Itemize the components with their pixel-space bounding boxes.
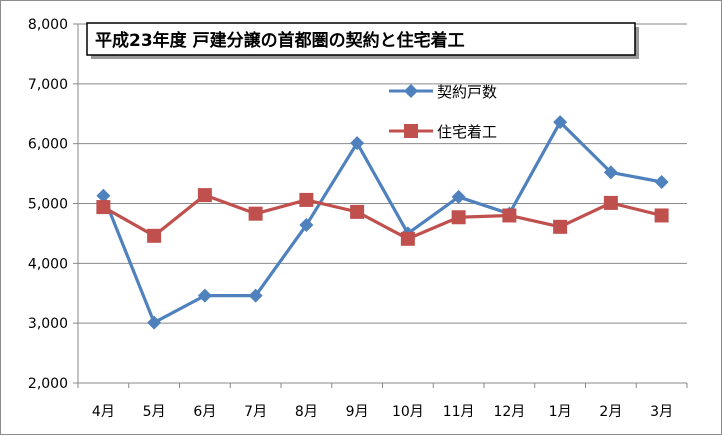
point-1-10 — [603, 195, 618, 210]
point-0-11 — [654, 174, 669, 189]
point-1-11 — [654, 208, 669, 223]
x-tick-label-1: 5月 — [143, 404, 166, 420]
legend-label-0: 契約戸数 — [437, 83, 497, 101]
y-tick-label-2: 4,000 — [28, 256, 68, 272]
point-1-6 — [400, 231, 415, 246]
legend-entry-1: 住宅着工 — [389, 123, 497, 141]
x-tick-label-8: 12月 — [493, 404, 525, 420]
y-tick-label-0: 2,000 — [28, 376, 68, 392]
series-line-1 — [102, 193, 663, 241]
point-1-5 — [350, 204, 365, 219]
series-1 — [96, 188, 669, 246]
legend-entry-0: 契約戸数 — [389, 83, 497, 101]
y-tick-label-4: 6,000 — [28, 137, 68, 153]
point-1-7 — [451, 210, 466, 225]
legend-marker-1 — [404, 124, 418, 138]
point-0-4 — [299, 218, 314, 233]
point-0-9 — [553, 115, 568, 130]
y-tick-label-3: 5,000 — [28, 197, 68, 213]
x-tick-label-7: 11月 — [443, 404, 475, 420]
point-0-3 — [248, 288, 263, 303]
series — [96, 115, 669, 330]
x-tick-label-4: 8月 — [295, 404, 318, 420]
x-tick-label-5: 9月 — [346, 404, 369, 420]
legend: 契約戸数 住宅着工 — [389, 83, 497, 141]
axes — [73, 23, 688, 388]
point-0-10 — [603, 165, 618, 180]
x-tick-label-6: 10月 — [392, 404, 424, 420]
point-0-0 — [96, 188, 111, 203]
point-1-0 — [96, 200, 111, 215]
series-line-0 — [101, 120, 662, 325]
x-tick-label-3: 7月 — [244, 404, 267, 420]
x-tick-label-11: 3月 — [650, 404, 673, 420]
x-tick-label-10: 2月 — [599, 404, 622, 420]
point-1-2 — [197, 188, 212, 203]
series-0 — [96, 115, 669, 330]
y-tick-label-1: 3,000 — [28, 316, 68, 332]
legend-label-1: 住宅着工 — [437, 123, 497, 141]
point-1-1 — [147, 228, 162, 243]
chart-title: 平成23年度 戸建分譲の首都圏の契約と住宅着工 — [95, 30, 465, 51]
gridlines — [78, 23, 687, 324]
point-1-4 — [299, 192, 314, 207]
point-1-3 — [248, 206, 263, 221]
point-0-5 — [350, 136, 365, 151]
y-tick-labels: 2,000 3,000 4,000 5,000 6,000 7,000 8,000 — [28, 17, 68, 392]
x-tick-labels: 4月 5月 6月 7月 8月 9月 10月 11月 12月 1月 2月 3月 — [92, 404, 673, 420]
x-tick-label-2: 6月 — [193, 404, 216, 420]
point-0-2 — [197, 288, 212, 303]
chart-title-box: 平成23年度 戸建分譲の首都圏の契約と住宅着工 — [86, 22, 639, 59]
x-tick-label-9: 1月 — [549, 404, 572, 420]
y-tick-label-6: 8,000 — [28, 17, 68, 33]
point-0-1 — [147, 315, 162, 330]
legend-marker-0 — [404, 84, 418, 98]
chart-title-background — [86, 22, 636, 56]
point-0-7 — [451, 189, 466, 204]
point-1-8 — [502, 208, 517, 223]
y-tick-label-5: 7,000 — [28, 77, 68, 93]
point-1-9 — [553, 219, 568, 234]
x-tick-label-0: 4月 — [92, 404, 115, 420]
